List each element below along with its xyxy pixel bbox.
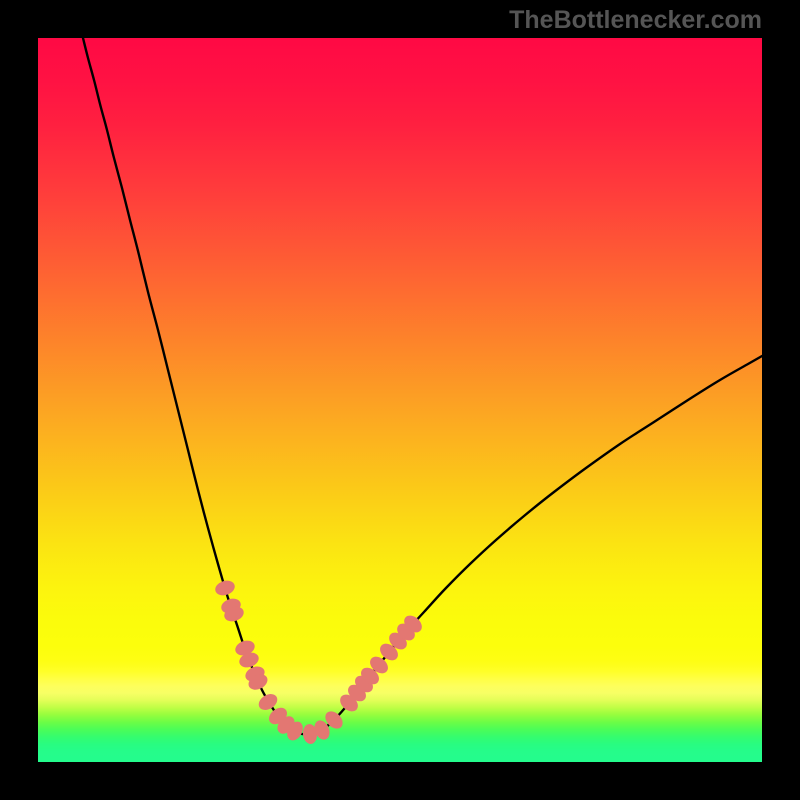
bottleneck-curve	[83, 38, 762, 734]
watermark-text: TheBottlenecker.com	[509, 6, 762, 35]
curve-marker	[213, 578, 236, 597]
plot-area	[38, 38, 762, 762]
curve-overlay	[38, 38, 762, 762]
chart-frame: TheBottlenecker.com	[0, 0, 800, 800]
